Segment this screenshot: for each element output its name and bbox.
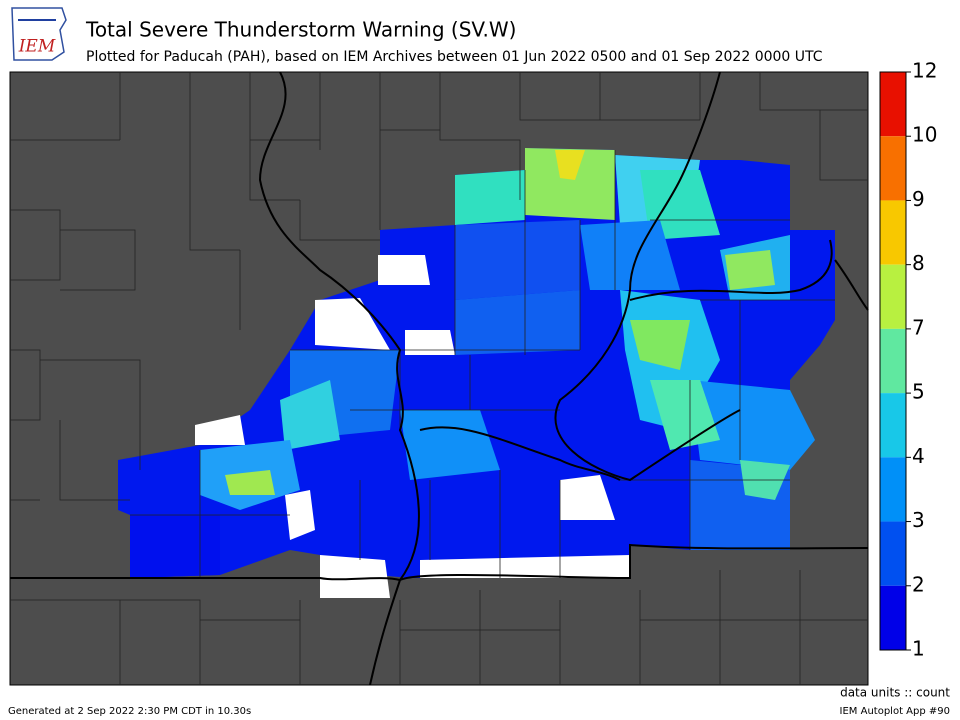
colorbar-segment <box>880 457 906 522</box>
colorbar-tick-label: 1 <box>912 637 925 661</box>
colorbar-tick-label: 7 <box>912 315 925 339</box>
colorbar-segment <box>880 328 906 394</box>
colorbar-frame <box>879 71 907 651</box>
colorbar-segment <box>880 200 906 265</box>
county-lines <box>10 72 868 685</box>
colorbar-tick-label: 5 <box>912 380 925 404</box>
colorbar-segment <box>880 585 906 650</box>
app-note: IEM Autoplot App #90 <box>840 706 950 717</box>
subtitle: Plotted for Paducah (PAH), based on IEM … <box>86 49 823 65</box>
colorbar-segment <box>880 521 906 586</box>
title: Total Severe Thunderstorm Warning (SV.W) <box>85 18 516 42</box>
generated-note: Generated at 2 Sep 2022 2:30 PM CDT in 1… <box>8 706 251 717</box>
units-note: data units :: count <box>840 686 950 700</box>
state-borders <box>10 71 869 686</box>
logo-text: IEM <box>18 37 56 57</box>
colorbar-tick-label: 10 <box>912 123 937 147</box>
logo: IEM <box>11 7 67 61</box>
colorbar-tick-label: 8 <box>912 251 925 275</box>
colorbar-segment <box>880 393 906 458</box>
colorbar-segment <box>880 264 906 329</box>
colorbar: 12 10 9 8 7 5 4 3 2 1 <box>879 59 937 661</box>
map <box>9 71 869 686</box>
colorbar-tick-label: 9 <box>912 187 925 211</box>
colorbar-tick-label: 4 <box>912 444 925 468</box>
colorbar-segment <box>880 72 906 137</box>
warning-area <box>118 148 835 598</box>
colorbar-tick-label: 2 <box>912 572 925 596</box>
colorbar-segment <box>880 136 906 201</box>
colorbar-tick-label: 12 <box>912 59 937 83</box>
colorbar-tick-label: 3 <box>912 508 925 532</box>
